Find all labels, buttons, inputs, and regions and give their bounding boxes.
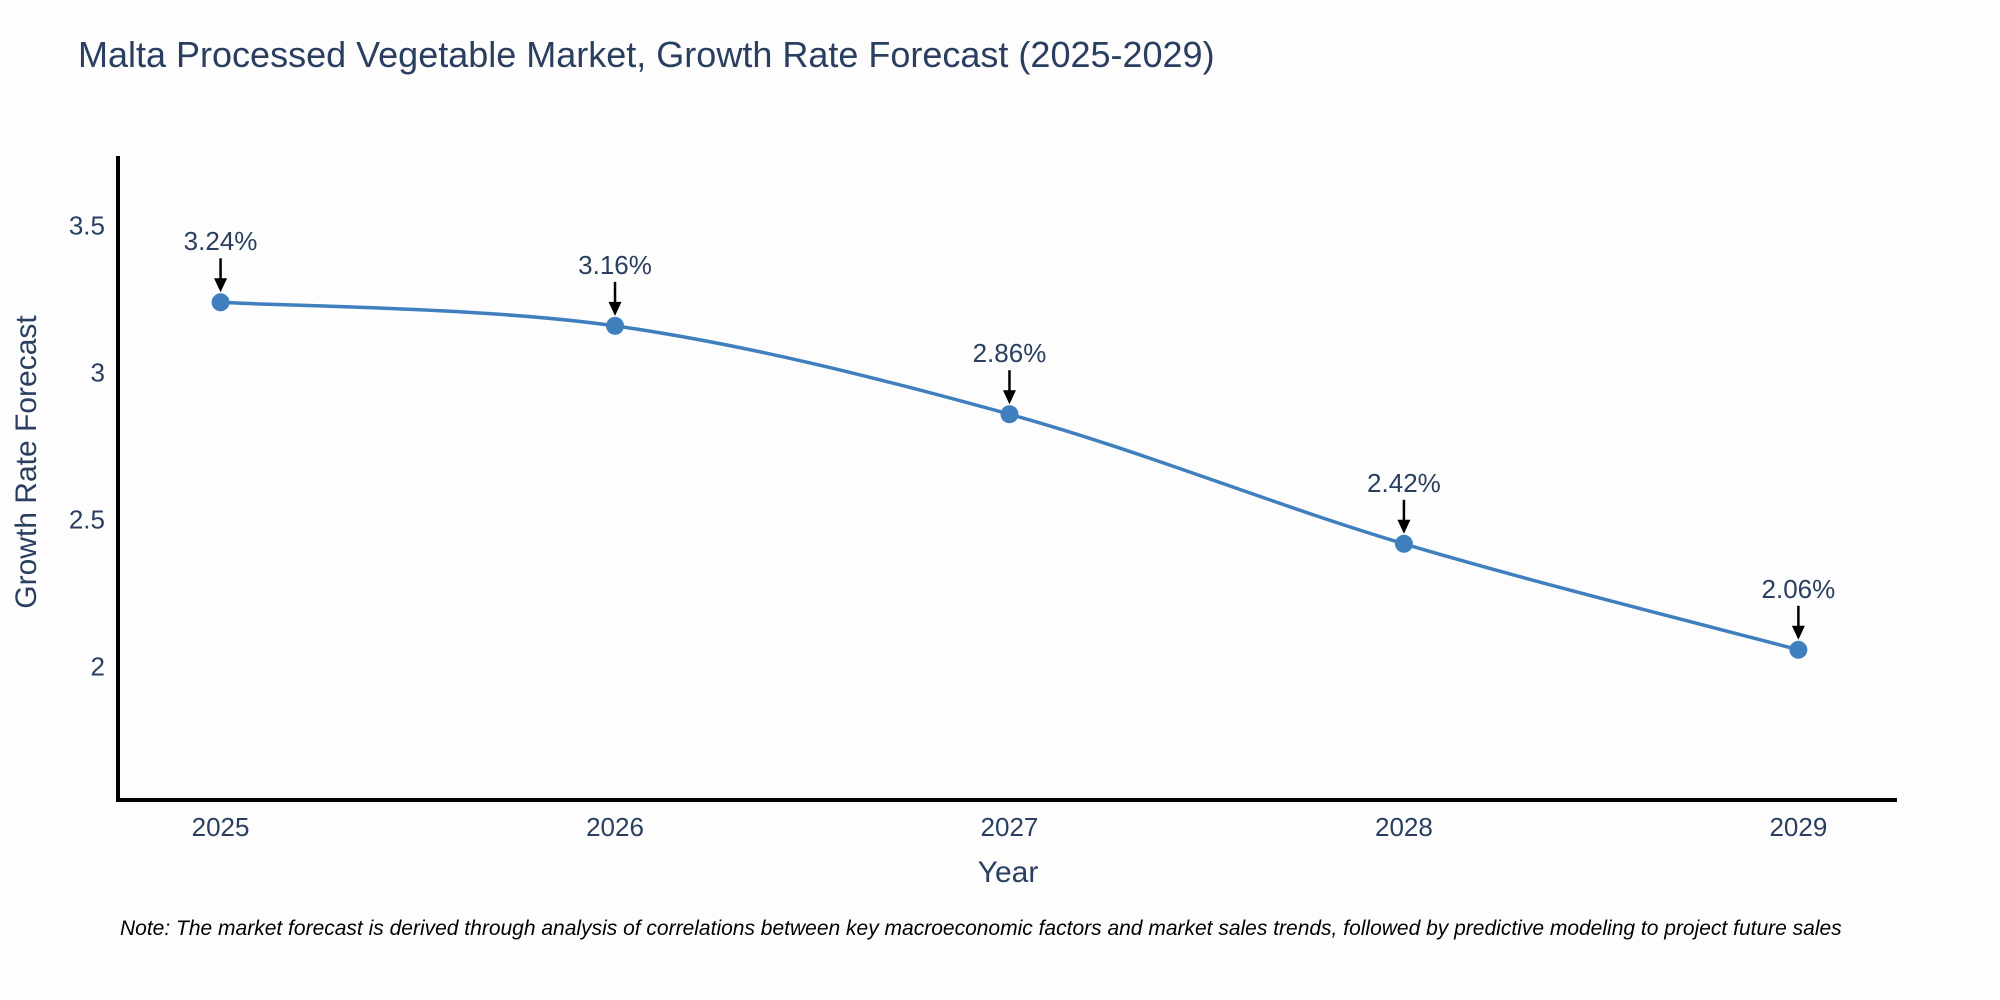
y-tick-label: 3.5 — [68, 210, 105, 241]
y-tick-label: 2 — [90, 651, 105, 682]
point-label: 2.86% — [972, 338, 1047, 369]
x-tick-label: 2027 — [980, 812, 1039, 842]
y-tick-label: 3 — [90, 357, 105, 388]
data-point-marker — [1789, 640, 1808, 659]
x-axis-title: Year — [977, 856, 1039, 889]
axes — [116, 156, 1897, 802]
y-tick-label: 2.5 — [68, 504, 105, 535]
data-point-marker — [1000, 405, 1019, 424]
annotation-arrowhead-icon — [1002, 390, 1016, 405]
x-tick-label: 2025 — [191, 812, 250, 842]
annotation-arrowhead-icon — [1791, 625, 1805, 640]
point-label: 3.16% — [578, 249, 652, 280]
annotation-arrowhead-icon — [214, 278, 228, 293]
x-tick-label: 2029 — [1769, 812, 1828, 842]
data-point-marker — [1394, 534, 1413, 553]
line-series — [211, 293, 1808, 659]
chart-title: Malta Processed Vegetable Market, Growth… — [78, 34, 1215, 75]
annotation-arrowhead-icon — [1397, 519, 1411, 534]
data-point-marker — [606, 316, 625, 335]
point-label: 2.06% — [1761, 573, 1836, 604]
footnote: Note: The market forecast is derived thr… — [120, 917, 1842, 940]
data-point-marker — [211, 293, 230, 312]
point-label: 3.24% — [183, 226, 258, 257]
annotation-arrowhead-icon — [608, 301, 622, 316]
x-tick-label: 2028 — [1375, 812, 1433, 842]
x-tick-label: 2026 — [586, 812, 644, 842]
annotation-arrows — [214, 258, 1805, 640]
point-label: 2.42% — [1367, 467, 1441, 498]
